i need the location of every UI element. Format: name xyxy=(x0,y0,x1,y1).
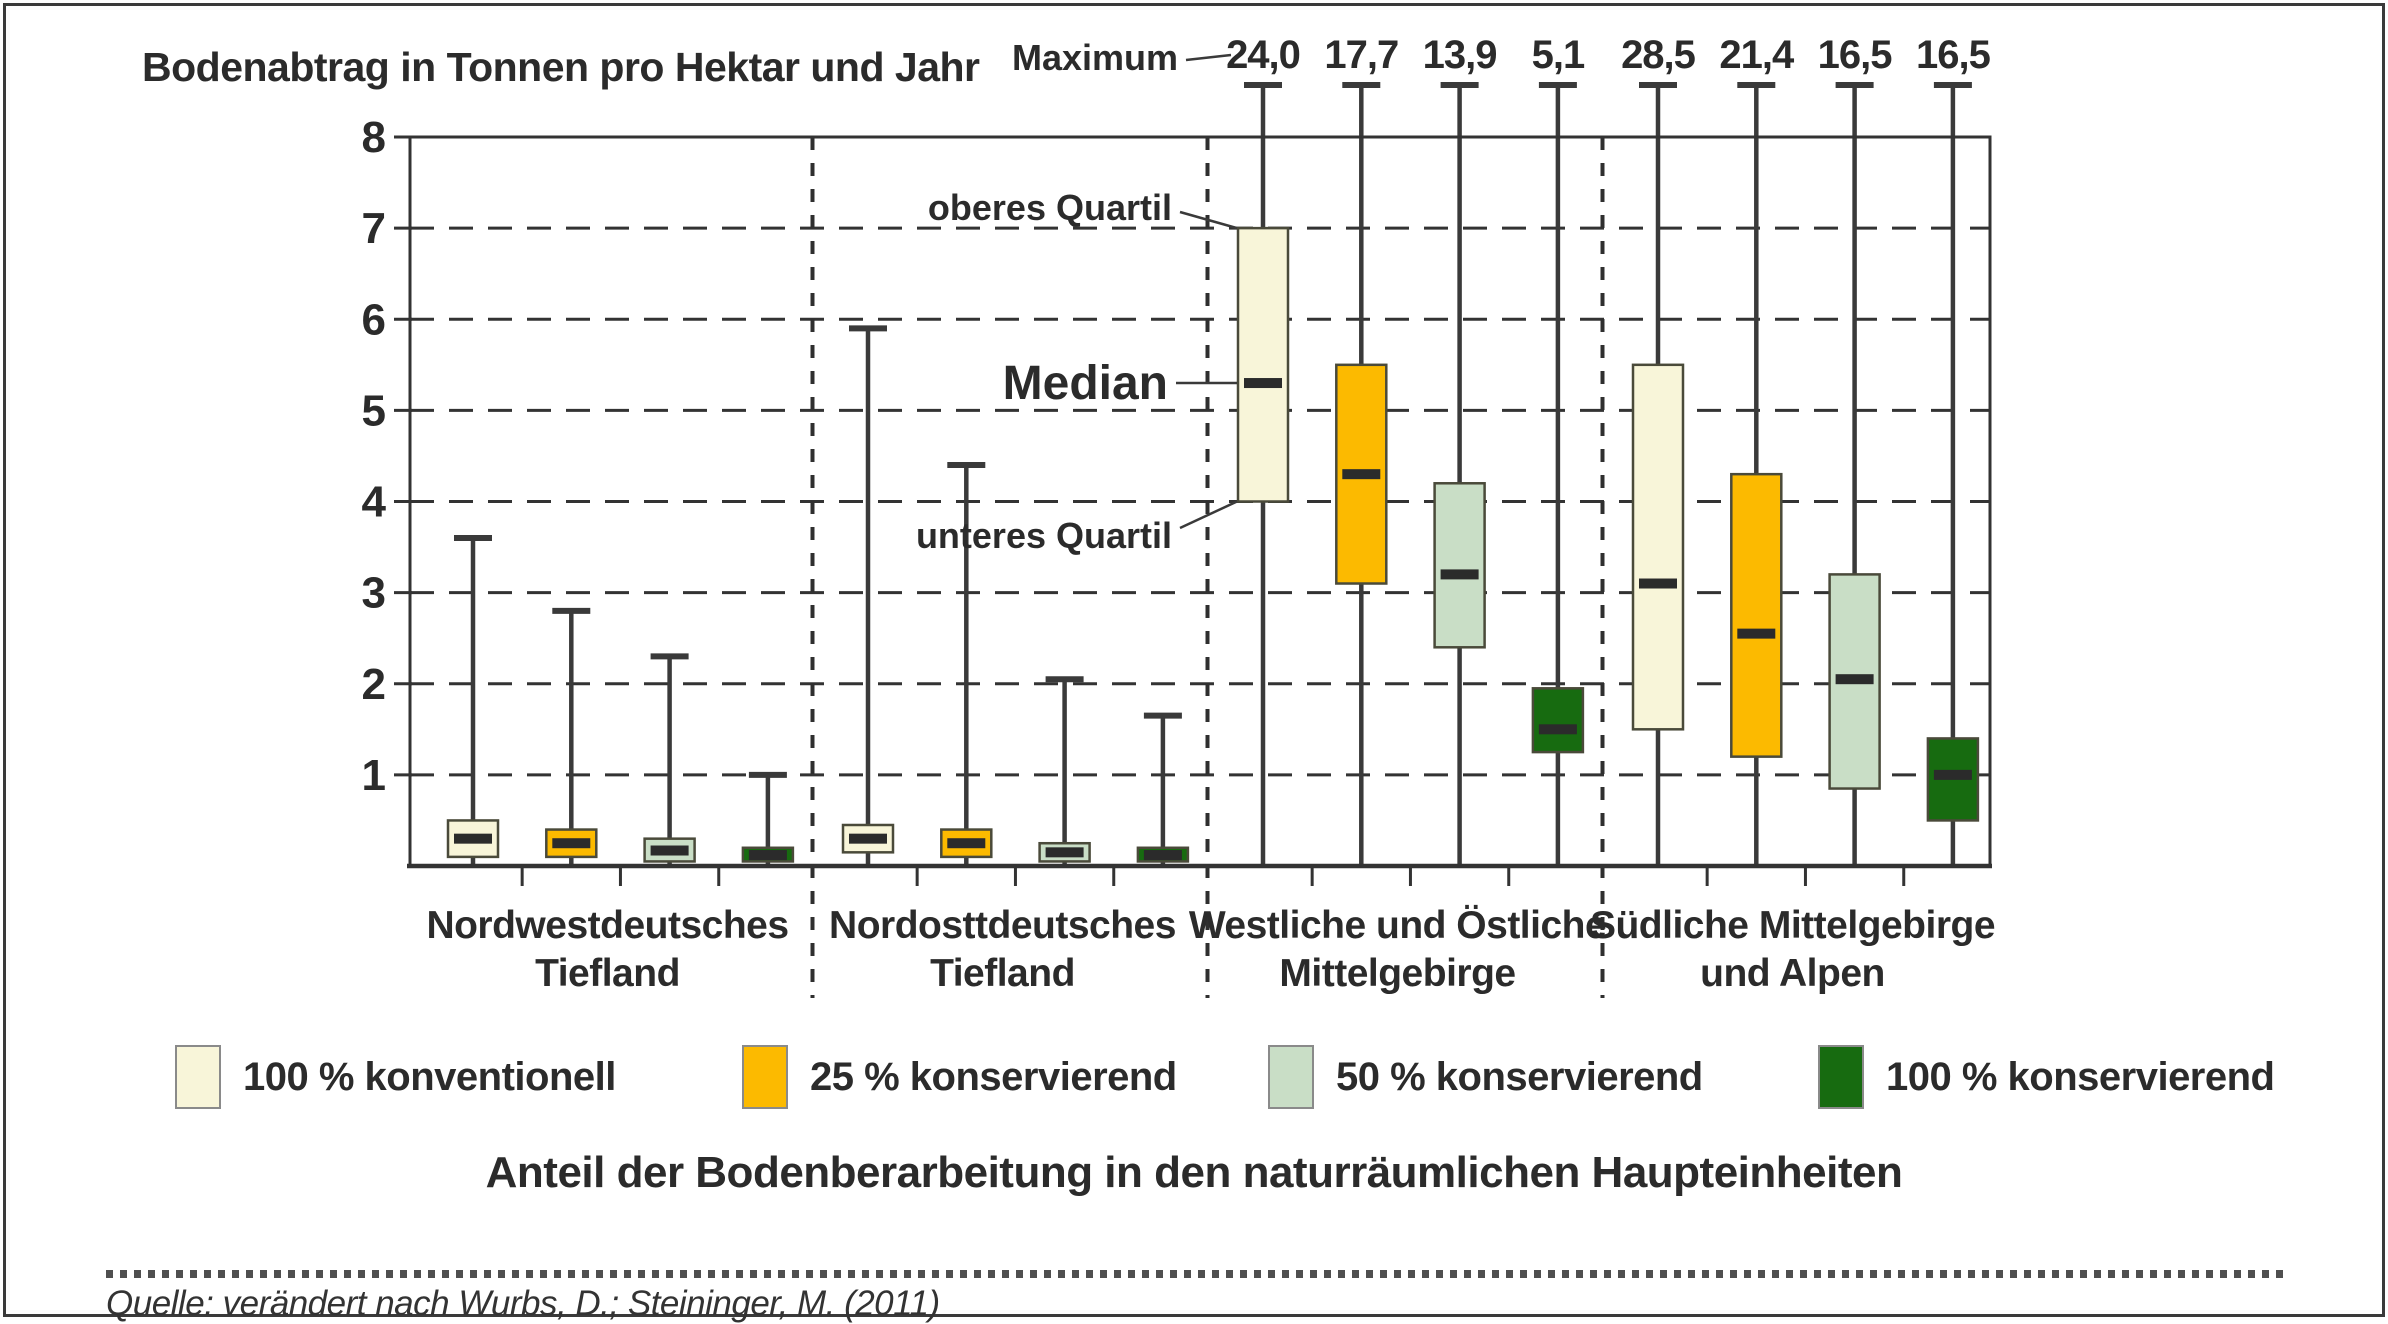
annotation-maximum: Maximum xyxy=(1012,37,1178,78)
annotation-upper-quartile: oberes Quartil xyxy=(928,187,1172,228)
annotation-connector xyxy=(1179,500,1238,530)
dotted-divider xyxy=(106,1270,2284,1278)
maximum-value-label: 5,1 xyxy=(1532,33,1585,77)
y-tick-label: 7 xyxy=(362,204,386,253)
median-line xyxy=(1244,378,1282,389)
y-tick-label: 8 xyxy=(362,113,386,162)
median-line xyxy=(1835,674,1874,685)
group-label: Mittelgebirge xyxy=(1279,952,1515,995)
annotation-connector xyxy=(1185,53,1232,62)
median-line xyxy=(748,850,787,861)
figure-border xyxy=(3,3,2385,1317)
legend-label: 50 % konservierend xyxy=(1336,1054,1703,1099)
median-line xyxy=(1737,628,1776,639)
legend-swatch-darkgreen xyxy=(1818,1045,1864,1109)
legend-label: 25 % konservierend xyxy=(810,1054,1177,1099)
annotation-connector xyxy=(1179,210,1238,230)
legend-label: 100 % konservierend xyxy=(1886,1054,2275,1099)
group-label: Nordwestdeutsches xyxy=(426,904,788,947)
maximum-value-label: 28,5 xyxy=(1621,33,1696,77)
median-line xyxy=(1342,469,1381,480)
source-line: Quelle: verändert nach Wurbs, D.; Steini… xyxy=(106,1284,940,1323)
maximum-value-label: 13,9 xyxy=(1423,33,1497,77)
group-label: Tiefland xyxy=(535,952,680,995)
annotation-lower-quartile: unteres Quartil xyxy=(916,515,1172,556)
y-tick-label: 1 xyxy=(362,751,386,800)
group-label: Nordosttdeutsches xyxy=(829,904,1176,947)
maximum-value-label: 16,5 xyxy=(1916,33,1991,77)
box xyxy=(1531,687,1585,754)
median-line xyxy=(1639,578,1677,589)
y-tick-label: 4 xyxy=(362,478,387,527)
legend-item-konservierend-100: 100 % konservierend xyxy=(1818,1042,2275,1112)
legend-swatch-orange xyxy=(742,1045,788,1109)
median-line xyxy=(1538,724,1577,735)
maximum-value-label: 17,7 xyxy=(1324,33,1398,77)
maximum-value-label: 21,4 xyxy=(1719,33,1795,77)
box xyxy=(1730,472,1783,758)
box xyxy=(1433,482,1486,649)
maximum-value-label: 24,0 xyxy=(1226,33,1300,77)
legend-item-konventionell-100: 100 % konventionell xyxy=(175,1042,616,1112)
boxplot-chart: 1 2 3 4 5 6 7 8 Nordwestdeutsches Tiefland Nordost… xyxy=(362,33,1996,998)
group-label: Tiefland xyxy=(930,952,1075,995)
legend-swatch-cream xyxy=(175,1045,221,1109)
y-tick-label: 2 xyxy=(362,660,386,709)
plot-svg: 1 2 3 4 5 6 7 8 Nordwestdeutsches Tiefland Nordost… xyxy=(362,33,1996,998)
legend-label: 100 % konventionell xyxy=(243,1054,616,1099)
x-axis-heading: Anteil der Bodenberarbeitung in den natu… xyxy=(485,1148,1903,1197)
maximum-value-label: 16,5 xyxy=(1818,33,1893,77)
chart-title: Bodenabtrag in Tonnen pro Hektar und Jah… xyxy=(142,44,980,90)
group-label: Westliche und Östliche xyxy=(1189,904,1606,947)
legend-item-konservierend-25: 25 % konservierend xyxy=(742,1042,1177,1112)
median-line xyxy=(552,838,591,849)
legend-swatch-lightgreen xyxy=(1268,1045,1314,1109)
median-line xyxy=(1045,847,1084,858)
y-tick-label: 5 xyxy=(362,386,386,435)
median-line xyxy=(947,838,986,849)
box xyxy=(1631,363,1685,731)
y-tick-label: 6 xyxy=(362,295,386,344)
y-tick-label: 3 xyxy=(362,569,386,618)
group-label: Südliche Mittelgebirge xyxy=(1590,904,1995,947)
median-line xyxy=(454,833,492,844)
legend-item-konservierend-50: 50 % konservierend xyxy=(1268,1042,1703,1112)
median-line xyxy=(650,845,689,856)
legend: 100 % konventionell 25 % konservierend 5… xyxy=(0,1042,2388,1112)
median-line xyxy=(1933,769,1972,780)
annotation-median: Median xyxy=(1003,357,1168,410)
box xyxy=(1236,226,1290,503)
median-line xyxy=(1143,850,1182,861)
median-line xyxy=(1440,569,1479,580)
group-label: und Alpen xyxy=(1700,952,1885,995)
median-line xyxy=(849,833,887,844)
